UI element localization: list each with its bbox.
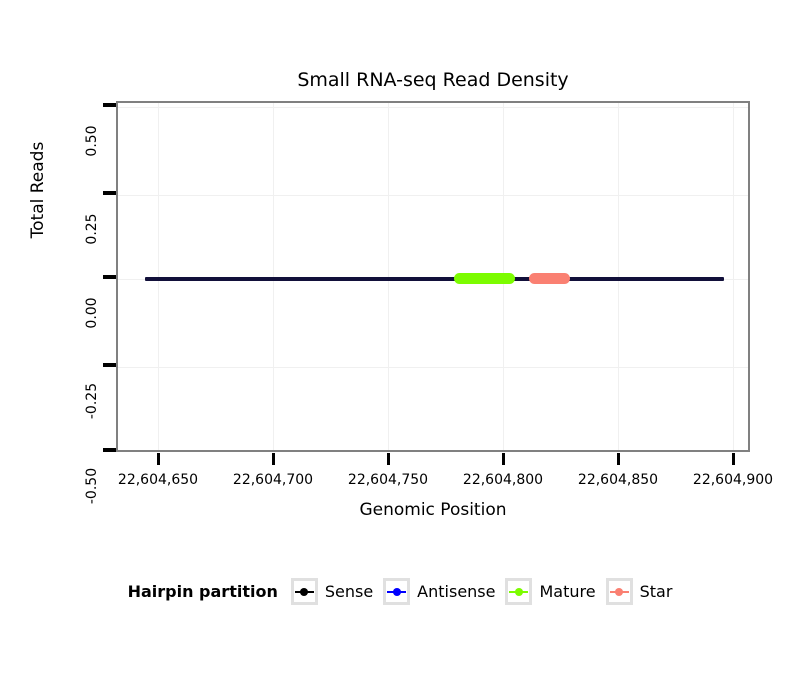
x-tick-label: 22,604,800 (462, 472, 544, 488)
legend-dot-icon (514, 587, 523, 596)
x-tick-label: 22,604,700 (232, 472, 314, 488)
gridline-vertical (733, 103, 734, 450)
legend-key-sense (290, 578, 318, 605)
gridline-horizontal (118, 367, 748, 368)
legend-item-sense[interactable]: Sense (290, 578, 374, 605)
series-segment-mature (454, 273, 515, 284)
gridline-horizontal (118, 107, 748, 108)
x-tick-label: 22,604,750 (347, 472, 429, 488)
y-tick-mark (103, 103, 116, 107)
legend-key-star (605, 578, 633, 605)
series-segment-star (529, 273, 570, 284)
x-tick-mark (387, 453, 390, 465)
chart-title: Small RNA-seq Read Density (297, 69, 569, 91)
y-tick-label: -0.25 (84, 382, 100, 420)
gridline-vertical (388, 103, 389, 450)
plot-area (118, 103, 748, 450)
x-axis-title: Genomic Position (359, 500, 507, 520)
y-tick-mark (103, 275, 116, 279)
legend-item-mature[interactable]: Mature (505, 578, 596, 605)
x-tick-mark (732, 453, 735, 465)
gridline-vertical (273, 103, 274, 450)
x-tick-mark (617, 453, 620, 465)
x-tick-mark (502, 453, 505, 465)
legend-dot-icon (300, 587, 309, 596)
y-tick-mark (103, 363, 116, 367)
legend-item-antisense[interactable]: Antisense (383, 578, 495, 605)
legend-label-antisense: Antisense (417, 582, 496, 601)
legend-title: Hairpin partition (127, 582, 278, 601)
chart-legend: Hairpin partition Sense Antisense Mature (0, 578, 810, 605)
x-tick-label: 22,604,650 (117, 472, 199, 488)
legend-dot-icon (392, 587, 401, 596)
legend-key-mature (505, 578, 533, 605)
plot-panel (116, 101, 750, 452)
legend-item-star[interactable]: Star (605, 578, 673, 605)
y-tick-label: 0.00 (84, 297, 100, 329)
x-tick-label: 22,604,850 (577, 472, 659, 488)
y-tick-mark (103, 191, 116, 195)
legend-label-mature: Mature (539, 582, 596, 601)
gridline-vertical (618, 103, 619, 450)
legend-label-sense: Sense (324, 582, 374, 601)
series-line-sense (145, 277, 724, 281)
legend-key-antisense (383, 578, 411, 605)
y-tick-label: 0.25 (84, 213, 100, 245)
legend-label-star: Star (639, 582, 673, 601)
x-tick-mark (157, 453, 160, 465)
y-tick-mark (103, 448, 116, 452)
legend-dot-icon (615, 587, 624, 596)
gridline-vertical (158, 103, 159, 450)
y-axis-title: Total Reads (28, 141, 48, 239)
x-tick-mark (272, 453, 275, 465)
y-tick-label: 0.50 (84, 125, 100, 157)
gridline-horizontal (118, 195, 748, 196)
x-tick-label: 22,604,900 (692, 472, 774, 488)
